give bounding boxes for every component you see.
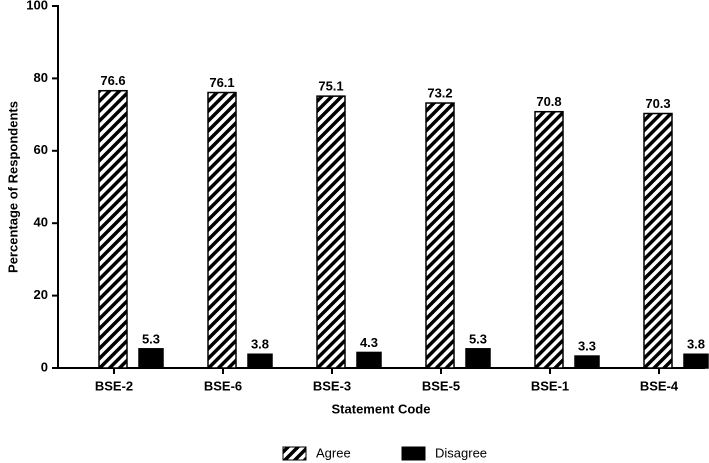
x-tick-label: BSE-1	[531, 378, 569, 393]
legend-swatch	[282, 446, 307, 461]
y-tick-label: 0	[41, 359, 48, 374]
y-tick-label: 100	[26, 0, 48, 12]
value-label: 76.1	[209, 75, 234, 90]
y-tick-label: 60	[34, 142, 48, 157]
legend-label: Disagree	[435, 445, 487, 460]
bar	[207, 91, 237, 369]
value-label: 4.3	[360, 335, 378, 350]
value-label: 75.1	[318, 79, 343, 94]
bar	[683, 353, 709, 369]
x-axis-title: Statement Code	[332, 401, 431, 416]
value-label: 3.3	[578, 338, 596, 353]
y-axis-title: Percentage of Respondents	[5, 101, 20, 273]
bar	[425, 102, 455, 369]
x-tick-label: BSE-4	[640, 378, 679, 393]
legend-swatch	[401, 446, 426, 461]
value-label: 3.8	[251, 337, 269, 352]
legend-label: Agree	[316, 445, 351, 460]
bar	[574, 355, 600, 369]
value-label: 3.8	[687, 337, 705, 352]
value-label: 76.6	[100, 73, 125, 88]
y-tick-label: 20	[34, 287, 48, 302]
bar	[247, 353, 273, 369]
bar	[356, 351, 382, 369]
x-tick-label: BSE-5	[422, 378, 460, 393]
bar	[316, 95, 346, 369]
value-label: 70.3	[645, 96, 670, 111]
value-label: 5.3	[142, 331, 160, 346]
x-tick-label: BSE-6	[204, 378, 242, 393]
value-label: 73.2	[427, 85, 452, 100]
bar	[98, 89, 128, 369]
x-tick-label: BSE-3	[313, 378, 351, 393]
y-tick-label: 80	[34, 70, 48, 85]
bar	[534, 110, 564, 369]
y-tick-label: 40	[34, 215, 48, 230]
bar	[465, 348, 491, 369]
bar	[643, 112, 673, 369]
value-label: 5.3	[469, 331, 487, 346]
value-label: 70.8	[536, 94, 561, 109]
x-tick-label: BSE-2	[95, 378, 133, 393]
bar	[138, 348, 164, 369]
